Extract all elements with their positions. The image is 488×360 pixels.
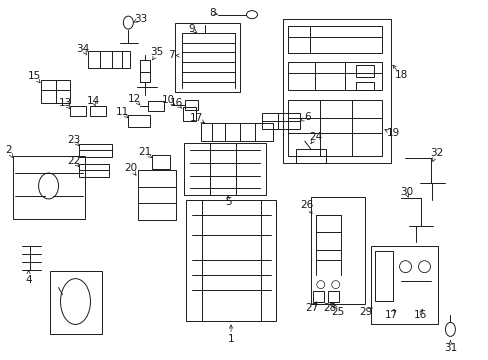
Bar bbox=[128, 115, 150, 127]
Text: 17: 17 bbox=[189, 113, 203, 123]
Bar bbox=[175, 23, 240, 92]
Bar bbox=[49, 271, 102, 334]
Text: 4: 4 bbox=[25, 275, 32, 285]
Bar bbox=[138, 170, 176, 220]
Bar bbox=[287, 26, 381, 54]
Text: 7: 7 bbox=[167, 50, 174, 60]
Text: 34: 34 bbox=[76, 44, 89, 54]
Bar bbox=[80, 164, 109, 177]
Text: 9: 9 bbox=[188, 24, 195, 33]
Text: 17: 17 bbox=[384, 310, 397, 320]
Bar bbox=[90, 106, 106, 116]
Text: 22: 22 bbox=[67, 156, 80, 166]
Text: 25: 25 bbox=[330, 307, 344, 318]
Bar bbox=[355, 82, 373, 90]
Text: 1: 1 bbox=[227, 334, 234, 345]
Text: 8: 8 bbox=[208, 8, 215, 18]
Bar bbox=[327, 291, 338, 302]
Bar bbox=[186, 200, 275, 321]
Text: 13: 13 bbox=[59, 98, 72, 108]
Text: 28: 28 bbox=[323, 302, 336, 312]
Text: 19: 19 bbox=[386, 128, 399, 138]
Text: 26: 26 bbox=[300, 200, 313, 210]
Bar bbox=[70, 106, 86, 116]
Bar bbox=[80, 144, 112, 157]
Bar bbox=[148, 101, 164, 111]
Text: 31: 31 bbox=[443, 343, 456, 354]
Text: 11: 11 bbox=[116, 107, 129, 117]
Bar bbox=[184, 143, 265, 195]
Bar bbox=[287, 62, 381, 90]
Text: 10: 10 bbox=[162, 95, 174, 105]
Text: 24: 24 bbox=[308, 132, 322, 142]
Bar bbox=[201, 123, 272, 141]
Text: 32: 32 bbox=[429, 148, 442, 158]
Text: 14: 14 bbox=[87, 96, 100, 106]
Text: 20: 20 bbox=[123, 163, 137, 173]
Text: 5: 5 bbox=[224, 197, 231, 207]
Bar bbox=[374, 251, 392, 301]
Text: 29: 29 bbox=[358, 307, 371, 318]
Bar bbox=[13, 156, 85, 219]
Bar bbox=[262, 113, 299, 129]
Bar bbox=[183, 107, 196, 121]
Text: 12: 12 bbox=[127, 94, 141, 104]
Bar bbox=[283, 19, 390, 163]
Text: 30: 30 bbox=[399, 187, 412, 197]
Bar bbox=[152, 155, 170, 169]
Bar bbox=[295, 149, 325, 163]
Bar bbox=[370, 246, 438, 324]
Bar bbox=[41, 80, 70, 103]
Text: 2: 2 bbox=[5, 145, 12, 155]
Text: 35: 35 bbox=[150, 48, 163, 58]
Text: 6: 6 bbox=[304, 112, 310, 122]
Bar bbox=[185, 100, 198, 110]
Text: 23: 23 bbox=[67, 135, 80, 145]
Bar bbox=[88, 50, 130, 68]
Text: 16: 16 bbox=[413, 310, 426, 320]
Bar bbox=[355, 66, 373, 77]
Bar bbox=[312, 291, 323, 302]
Text: 16: 16 bbox=[169, 98, 183, 108]
Text: 33: 33 bbox=[133, 14, 146, 24]
Text: 27: 27 bbox=[305, 302, 318, 312]
Text: 15: 15 bbox=[28, 71, 41, 81]
Text: 21: 21 bbox=[139, 147, 152, 157]
Bar bbox=[310, 197, 364, 303]
Bar bbox=[287, 100, 381, 156]
Text: 18: 18 bbox=[394, 71, 407, 80]
